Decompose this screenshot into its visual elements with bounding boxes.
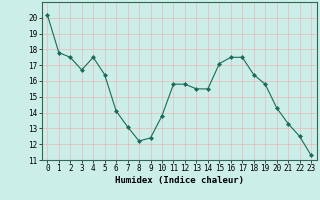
X-axis label: Humidex (Indice chaleur): Humidex (Indice chaleur) bbox=[115, 176, 244, 185]
